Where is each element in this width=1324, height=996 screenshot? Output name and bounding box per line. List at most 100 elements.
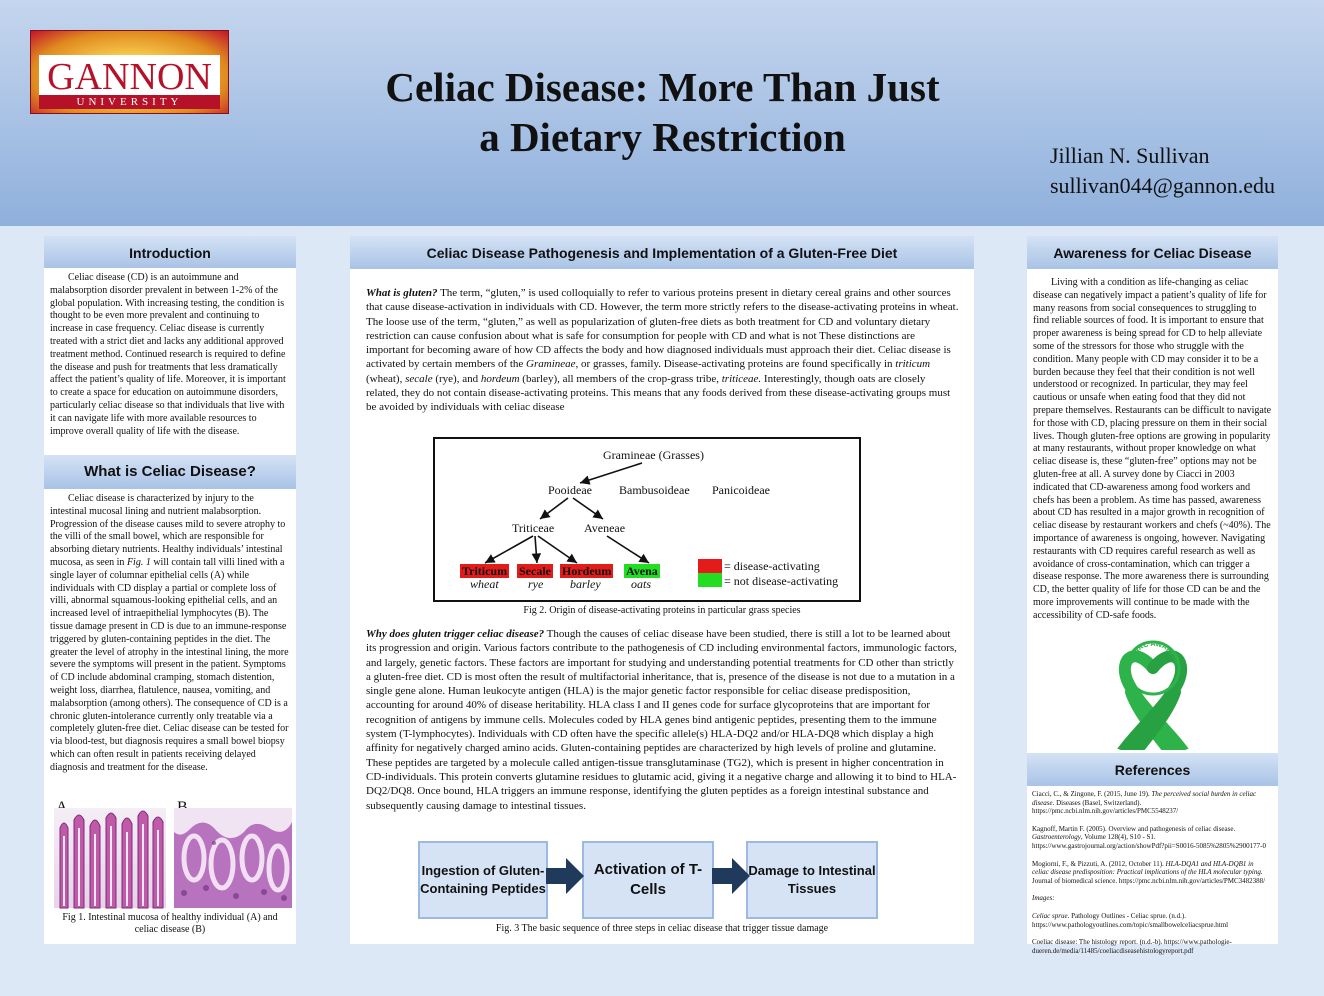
- node-hordeum: Hordeum: [560, 564, 614, 578]
- fig1-caption: Fig 1. Intestinal mucosa of healthy indi…: [62, 912, 278, 935]
- flow-step-activation: Activation of T-Cells: [582, 841, 714, 919]
- what-text-part2: will contain tall villi lined with a sin…: [50, 556, 289, 773]
- label-a: A: [56, 799, 68, 816]
- gannon-logo: GANNON UNIVERSITY: [30, 30, 229, 114]
- right-column: Awareness for Celiac Disease Living with…: [1027, 236, 1278, 955]
- title-line-2: a Dietary Restriction: [479, 114, 846, 160]
- what-heading: What is Celiac Disease?: [44, 455, 296, 489]
- poster-header: GANNON UNIVERSITY Celiac Disease: More T…: [0, 0, 1324, 226]
- what-text: Celiac disease is characterized by injur…: [50, 493, 292, 775]
- images-label: Images:: [1032, 894, 1055, 903]
- reference-coeliac-histology: Coeliac disease: The histology report. (…: [1032, 938, 1232, 955]
- flow-step-ingestion: Ingestion of Gluten-Containing Peptides: [418, 841, 548, 919]
- ref2-a: Kagnoff, Martin F. (2005). Overview and …: [1032, 824, 1236, 833]
- why-lead: Why does gluten trigger celiac disease?: [366, 628, 545, 640]
- gluten-paragraph: What is gluten? The term, “gluten,” is u…: [366, 286, 960, 415]
- label-oats: oats: [631, 577, 652, 591]
- logo-name: GANNON: [47, 56, 212, 98]
- author-block: Jillian N. Sullivan sullivan044@gannon.e…: [1050, 141, 1275, 201]
- awareness-ribbon: CELIAC AWARENESS: [1113, 638, 1189, 750]
- center-heading: Celiac Disease Pathogenesis and Implemen…: [350, 236, 974, 269]
- poster-title: Celiac Disease: More Than Just a Dietary…: [340, 62, 985, 162]
- intro-heading: Introduction: [44, 236, 296, 268]
- fig3-caption: Fig. 3 The basic sequence of three steps…: [495, 923, 829, 934]
- title-line-1: Celiac Disease: More Than Just: [385, 64, 940, 110]
- ref1-b: Diseases (Basel, Switzerland). https://p…: [1032, 798, 1179, 816]
- grass-tree-diagram: Gramineae (Grasses) Pooideae Bambusoidea…: [433, 437, 861, 602]
- legend-green-label: = not disease-activating: [724, 574, 839, 588]
- histology-images: [54, 808, 292, 909]
- legend-green-swatch: [698, 573, 722, 587]
- label-wheat: wheat: [470, 577, 499, 591]
- node-bambusoideae: Bambusoideae: [619, 483, 690, 497]
- reference-mogiorni: Mogiorni, F., & Pizzuti, A. (2012, Octob…: [1032, 860, 1272, 886]
- intro-section: Celiac disease (CD) is an autoimmune and…: [44, 268, 296, 438]
- legend-red-swatch: [698, 559, 722, 573]
- ref4-b: Pathology Outlines - Celiac sprue. (n.d.…: [1032, 911, 1229, 929]
- flow-step-damage-label: Damage to Intestinal Tissues: [748, 863, 876, 896]
- node-triticum: Triticum: [460, 564, 510, 578]
- ref3-a: Mogiorni, F., & Pizzuti, A. (2012, Octob…: [1032, 859, 1166, 868]
- reference-ciacci: Ciacci, C., & Zingone, F. (2015, June 19…: [1032, 790, 1272, 816]
- node-secale: Secale: [517, 564, 553, 578]
- label-rye: rye: [528, 577, 544, 591]
- references-list: Ciacci, C., & Zingone, F. (2015, June 19…: [1032, 790, 1272, 964]
- node-aveneae: Aveneae: [584, 521, 626, 535]
- reference-celiac-sprue: Celiac sprue. Pathology Outlines - Celia…: [1032, 912, 1272, 929]
- node-panicoideae: Panicoideae: [712, 483, 770, 497]
- flow-step-ingestion-label: Ingestion of Gluten-Containing Peptides: [420, 863, 546, 896]
- ref3-b: Journal of biomedical science. https://p…: [1032, 876, 1266, 885]
- celiac-mucosa-image: [174, 808, 292, 908]
- what-section: Celiac disease is characterized by injur…: [44, 493, 296, 775]
- author-email: sullivan044@gannon.edu: [1050, 173, 1275, 198]
- gluten-text-a: The term, “gluten,” is used colloquially…: [366, 287, 959, 371]
- why-paragraph: Why does gluten trigger celiac disease? …: [366, 627, 960, 813]
- healthy-mucosa-image: [54, 808, 166, 909]
- gluten-text-f: Interestingly, though oats are closely r…: [366, 372, 951, 414]
- ref4-title: Celiac sprue.: [1032, 911, 1070, 920]
- flow-arrow-2: [712, 858, 750, 894]
- gluten-term-secale: secale: [405, 372, 433, 385]
- ref1-title: The perceived social burden in celiac di…: [1032, 790, 1257, 807]
- node-avena: Avena: [624, 564, 660, 578]
- reference-kagnoff: Kagnoff, Martin F. (2005). Overview and …: [1032, 825, 1272, 851]
- references-heading: References: [1027, 753, 1278, 786]
- gluten-term-hordeum: hordeum: [480, 372, 520, 385]
- flow-step-damage: Damage to Intestinal Tissues: [746, 841, 878, 919]
- gluten-text-d: (rye), and: [432, 372, 481, 385]
- awareness-text: Living with a condition as life-changing…: [1033, 277, 1272, 621]
- why-body: Though the causes of celiac disease have…: [366, 628, 957, 812]
- ref2-b: , Volume 128(4), S10 - S1. https://www.g…: [1032, 833, 1266, 850]
- awareness-heading: Awareness for Celiac Disease: [1027, 236, 1278, 269]
- node-pooideae: Pooideae: [548, 483, 592, 497]
- gluten-text-b: , or grasses, family. Disease-activating…: [575, 358, 896, 371]
- node-triticeae: Triticeae: [512, 521, 555, 535]
- ref1-a: Ciacci, C., & Zingone, F. (2015, June 19…: [1032, 790, 1152, 798]
- flow-step-activation-label: Activation of T-Cells: [593, 861, 703, 898]
- intro-text: Celiac disease (CD) is an autoimmune and…: [50, 272, 286, 437]
- label-b: B: [177, 799, 188, 816]
- left-column: Introduction Celiac disease (CD) is an a…: [44, 236, 296, 944]
- tree-arrows: [484, 462, 650, 564]
- gluten-term-triticeae: triticeae.: [721, 372, 762, 385]
- ref3-title: HLA-DQA1 and HLA-DQB1 in celiac disease …: [1032, 859, 1263, 877]
- label-barley: barley: [570, 577, 601, 591]
- flow-arrow-1: [546, 858, 584, 894]
- gluten-lead: What is gluten?: [366, 287, 438, 299]
- fig2-caption: Fig 2. Origin of disease-activating prot…: [523, 605, 801, 616]
- awareness-section: Living with a condition as life-changing…: [1027, 269, 1278, 623]
- center-column: Celiac Disease Pathogenesis and Implemen…: [350, 236, 974, 944]
- node-gramineae: Gramineae (Grasses): [603, 448, 704, 462]
- gluten-text-c: (wheat),: [366, 372, 406, 385]
- what-text-part1: Celiac disease is characterized by injur…: [50, 493, 286, 568]
- legend-red-label: = disease-activating: [724, 559, 820, 573]
- gluten-text-e: (barley), all members of the crop-grass …: [519, 372, 722, 385]
- gluten-term-gramineae: Gramineae: [526, 358, 576, 371]
- author-name: Jillian N. Sullivan: [1050, 143, 1210, 168]
- fig1-reference: Fig. 1: [126, 556, 151, 568]
- why-section: Why does gluten trigger celiac disease? …: [366, 627, 960, 813]
- gluten-term-triticum: triticum: [895, 358, 931, 371]
- ref2-title: Gastroenterology: [1032, 833, 1081, 842]
- logo-university: UNIVERSITY: [39, 95, 220, 109]
- gluten-section: What is gluten? The term, “gluten,” is u…: [366, 286, 960, 415]
